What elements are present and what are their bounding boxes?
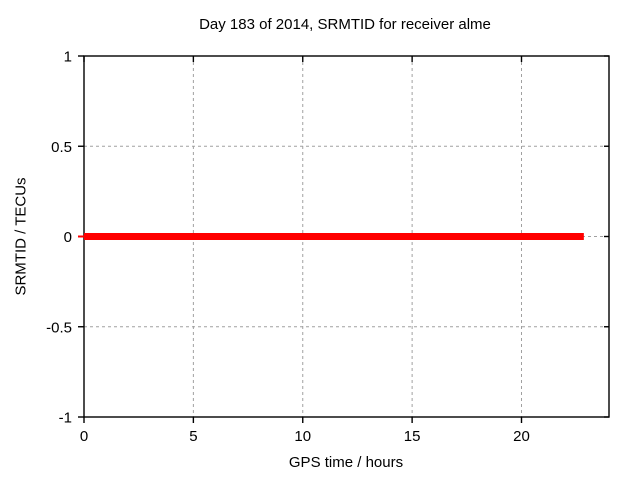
x-tick-label: 20 xyxy=(513,428,530,445)
plot-area: 0 5 10 15 20 1 0.5 0 -0.5 -1 xyxy=(46,49,610,445)
y-tick-label: -1 xyxy=(59,410,72,427)
x-axis-label: GPS time / hours xyxy=(289,454,403,471)
x-tick-label: 10 xyxy=(294,428,311,445)
x-tick-label: 15 xyxy=(404,428,421,445)
x-tick-label: 5 xyxy=(189,428,197,445)
y-tick-label: 1 xyxy=(64,49,72,66)
y-tick-label: -0.5 xyxy=(46,319,72,336)
y-tick-label: 0 xyxy=(64,229,72,246)
x-tick-label: 0 xyxy=(80,428,88,445)
y-tick-label: 0.5 xyxy=(51,139,72,156)
chart-title: Day 183 of 2014, SRMTID for receiver alm… xyxy=(199,16,491,33)
y-axis-label: SRMTID / TECUs xyxy=(13,177,30,295)
